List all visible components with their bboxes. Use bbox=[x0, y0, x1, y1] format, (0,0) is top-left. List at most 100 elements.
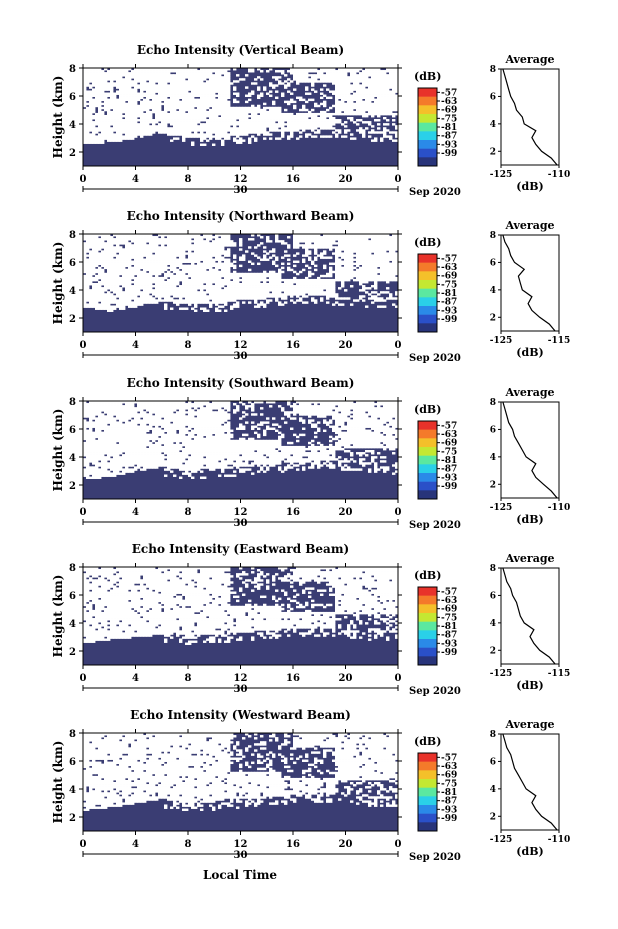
heatmap-cell bbox=[221, 86, 225, 89]
heatmap-cell bbox=[125, 80, 129, 83]
heatmap-cell bbox=[359, 90, 363, 93]
heatmap-cell bbox=[101, 242, 105, 245]
heatmap-cell bbox=[137, 96, 141, 100]
heatmap-cell bbox=[167, 72, 171, 75]
heatmap-cell bbox=[146, 250, 150, 253]
heatmap-cell bbox=[152, 280, 156, 284]
heatmap-cell bbox=[224, 299, 228, 302]
heatmap-cell bbox=[176, 303, 180, 306]
heatmap-cell bbox=[95, 264, 99, 268]
heatmap-cell bbox=[212, 96, 216, 100]
heatmap-cell bbox=[92, 137, 96, 140]
heatmap-cell bbox=[149, 234, 153, 237]
heatmap-cell bbox=[167, 285, 171, 288]
heatmap-cell bbox=[152, 289, 156, 292]
heatmap-cell bbox=[128, 82, 132, 85]
heatmap-cell bbox=[110, 98, 114, 102]
heatmap-cell bbox=[302, 80, 306, 83]
heatmap-cell bbox=[116, 270, 120, 274]
heatmap-cell bbox=[233, 276, 237, 280]
heatmap-cell bbox=[119, 270, 123, 274]
heatmap-cell bbox=[221, 299, 225, 302]
heatmap-cell bbox=[161, 295, 165, 298]
y-axis-label: Height (km) bbox=[51, 242, 65, 325]
heatmap-cell bbox=[266, 119, 270, 122]
heatmap-cell bbox=[203, 78, 207, 81]
heatmap-cell bbox=[98, 135, 102, 138]
heatmap-cell bbox=[86, 280, 90, 284]
heatmap-cell bbox=[218, 270, 222, 274]
heatmap-cell bbox=[113, 119, 117, 122]
heatmap-cell bbox=[98, 86, 102, 89]
heatmap-cell bbox=[107, 297, 111, 300]
heatmap-cell bbox=[287, 287, 291, 290]
heatmap-cell bbox=[140, 119, 144, 122]
heatmap-cell bbox=[170, 119, 174, 122]
heatmap-cell bbox=[299, 285, 303, 288]
heatmap-cell bbox=[113, 260, 117, 263]
heatmap-cell bbox=[158, 280, 162, 284]
heatmap-cell bbox=[380, 110, 384, 114]
heatmap-cell bbox=[365, 74, 369, 77]
heatmap-cell bbox=[302, 283, 306, 286]
heatmap-cell bbox=[143, 260, 147, 263]
heatmap-cell bbox=[125, 248, 129, 251]
heatmap-cell bbox=[344, 110, 348, 114]
heatmap-cell bbox=[149, 242, 153, 245]
heatmap-cell bbox=[284, 117, 288, 120]
heatmap-cell bbox=[125, 106, 129, 110]
heatmap-cell bbox=[194, 291, 198, 294]
heatmap-cell bbox=[242, 280, 246, 284]
heatmap-cell bbox=[188, 246, 192, 249]
heatmap-cell bbox=[152, 129, 156, 132]
heatmap-cell bbox=[389, 131, 393, 134]
heatmap-cell bbox=[128, 106, 132, 110]
heatmap-cell bbox=[272, 129, 276, 132]
heatmap-cell bbox=[275, 299, 279, 302]
heatmap-cell bbox=[137, 84, 141, 87]
heatmap-cell bbox=[278, 137, 282, 140]
heatmap-cell bbox=[104, 250, 108, 253]
heatmap-cell bbox=[158, 238, 162, 241]
heatmap-cell bbox=[122, 92, 126, 95]
heatmap-cell bbox=[167, 102, 171, 106]
heatmap-cell bbox=[272, 280, 276, 284]
heatmap-cell bbox=[242, 114, 246, 118]
heatmap-cell bbox=[278, 278, 282, 282]
heatmap-cell bbox=[173, 82, 177, 85]
heatmap-cell bbox=[164, 74, 168, 77]
heatmap-cell bbox=[311, 280, 315, 284]
heatmap-cell bbox=[230, 108, 234, 112]
heatmap-cell bbox=[194, 293, 198, 296]
heatmap-cell bbox=[386, 106, 390, 110]
heatmap-cell bbox=[233, 244, 237, 247]
heatmap-cell bbox=[389, 108, 393, 112]
heatmap-cell bbox=[347, 82, 351, 85]
heatmap-cell bbox=[263, 256, 267, 259]
heatmap-cell bbox=[329, 117, 333, 120]
heatmap-cell bbox=[350, 106, 354, 110]
heatmap-cell bbox=[197, 72, 201, 75]
heatmap-cell bbox=[179, 104, 183, 108]
heatmap-cell bbox=[218, 74, 222, 77]
heatmap-cell bbox=[134, 299, 138, 302]
heatmap-cell bbox=[314, 125, 318, 128]
heatmap-cell bbox=[107, 246, 111, 249]
heatmap-cell bbox=[353, 121, 357, 124]
heatmap-cell bbox=[107, 133, 111, 136]
colorbar-unit: (dB) bbox=[414, 70, 441, 83]
heatmap-cell bbox=[146, 295, 150, 298]
heatmap-cell bbox=[206, 129, 210, 132]
heatmap-cell bbox=[149, 121, 153, 124]
heatmap-cell bbox=[272, 110, 276, 114]
heatmap-cell bbox=[257, 256, 261, 259]
heatmap-cell bbox=[158, 110, 162, 114]
heatmap-cell bbox=[125, 96, 129, 100]
heatmap-cell bbox=[302, 246, 306, 249]
heatmap-cell bbox=[203, 76, 207, 79]
heatmap-cell bbox=[125, 131, 129, 134]
heatmap-cell bbox=[284, 242, 288, 245]
heatmap-cell bbox=[167, 104, 171, 108]
heatmap-cell bbox=[389, 96, 393, 100]
heatmap-cell bbox=[311, 123, 315, 126]
